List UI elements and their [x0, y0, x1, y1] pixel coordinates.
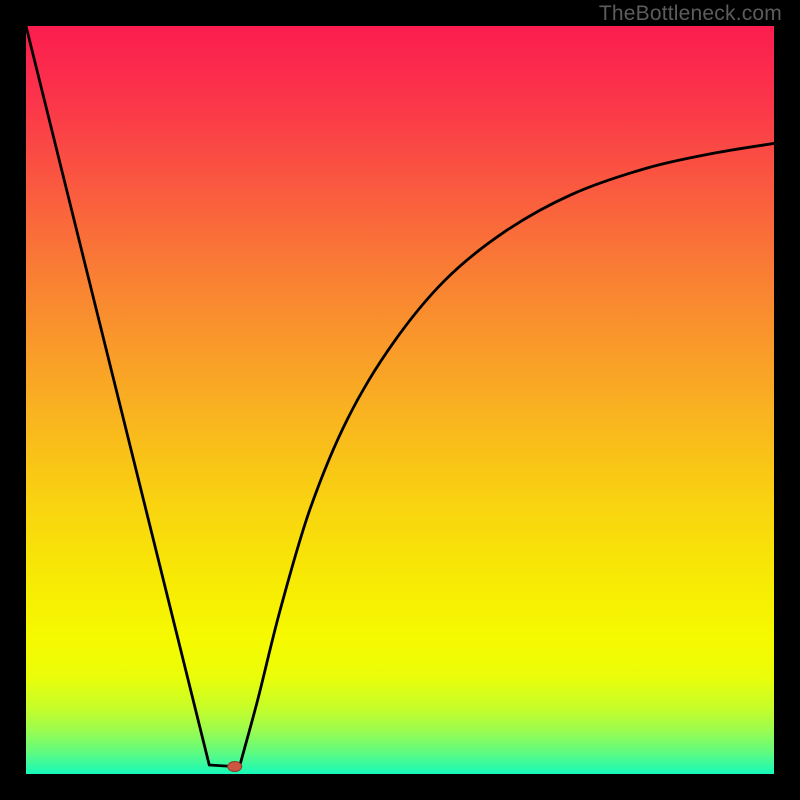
watermark-text: TheBottleneck.com	[599, 2, 782, 26]
chart-frame: TheBottleneck.com	[0, 0, 800, 800]
background-gradient	[26, 26, 774, 774]
plot-area	[26, 26, 774, 774]
